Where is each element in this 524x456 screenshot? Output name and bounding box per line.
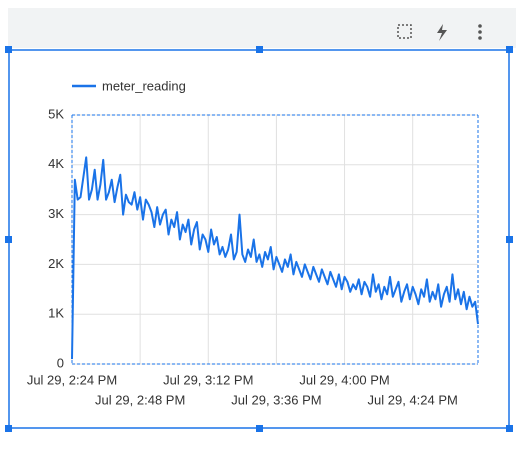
y-tick-label: 0: [57, 355, 64, 370]
toolbar: [8, 8, 516, 48]
grid: 0 1K 2K 3K 4K 5K Jul 29, 2:24 PM Jul 29, 2:48 P…: [27, 106, 478, 407]
x-tick-label: Jul 29, 2:24 PM: [27, 372, 117, 387]
x-tick-label: Jul 29, 3:12 PM: [163, 372, 253, 387]
x-tick-label: Jul 29, 4:24 PM: [368, 392, 458, 407]
y-tick-label: 3K: [48, 206, 64, 221]
y-tick-label: 1K: [48, 306, 64, 321]
y-tick-label: 5K: [48, 106, 64, 121]
selection-box: [8, 49, 510, 429]
x-tick-label: Jul 29, 3:36 PM: [231, 392, 321, 407]
more-icon[interactable]: [478, 24, 482, 40]
y-tick-label: 2K: [48, 256, 64, 271]
x-tick-label: Jul 29, 2:48 PM: [95, 392, 185, 407]
bolt-icon[interactable]: [437, 24, 447, 41]
series-line: [71, 156, 479, 360]
x-tick-label: Jul 29, 4:00 PM: [299, 372, 389, 387]
resize-handles[interactable]: [5, 46, 513, 432]
legend-label: meter_reading: [102, 78, 186, 93]
plot: [71, 156, 479, 360]
y-tick-label: 4K: [48, 156, 64, 171]
select-icon[interactable]: [397, 24, 412, 39]
